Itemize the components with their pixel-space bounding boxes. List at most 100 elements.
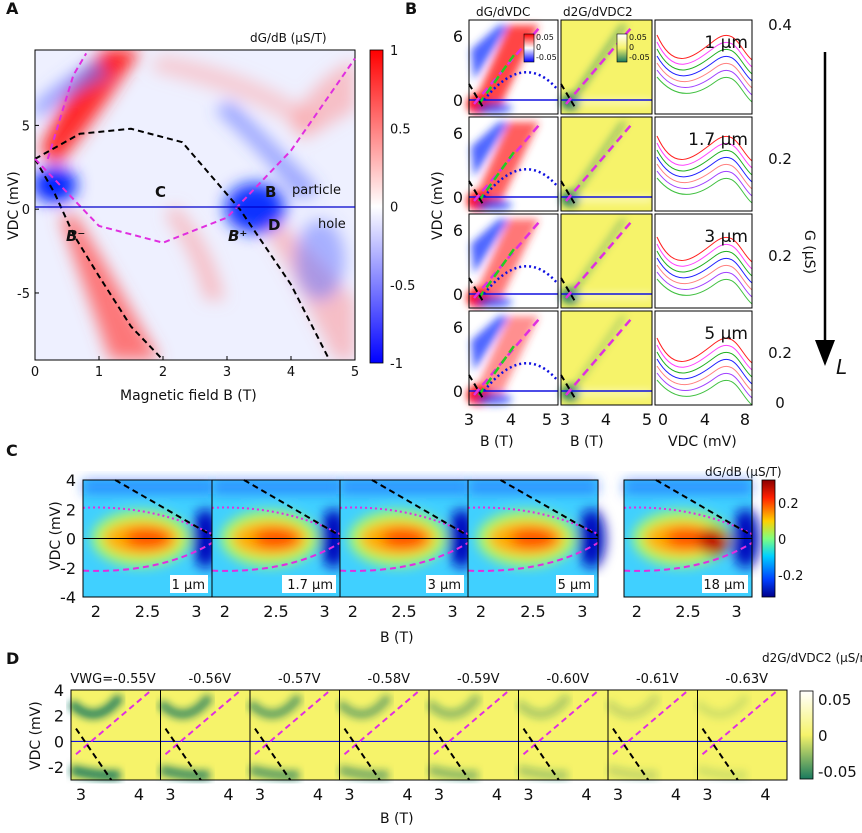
subplot-frame — [654, 116, 753, 212]
conductance-trace — [656, 365, 753, 392]
x-tick-label: 2 — [476, 602, 486, 621]
black-dashed-line — [522, 728, 560, 781]
conductance-trace — [656, 62, 753, 89]
x-tick-label: 2 — [632, 602, 642, 621]
x-tick-label: 4 — [134, 785, 144, 804]
conductance-trace — [656, 76, 753, 103]
panel-b-col1-xlabel: B (T) — [480, 434, 514, 450]
white-streak — [573, 294, 652, 298]
x-tick-label: 3 — [191, 602, 201, 621]
magenta-dashed-curve — [82, 542, 213, 572]
subplot-frame — [560, 116, 653, 212]
label-box — [556, 575, 594, 593]
panel-d-subplot — [67, 689, 161, 781]
y-tick-label: 4 — [66, 471, 76, 490]
right-y-tick-label: 0.4 — [768, 16, 792, 34]
heatmap-blobs — [604, 693, 661, 781]
black-dashed-line — [560, 83, 577, 110]
subplot-frame — [468, 310, 559, 406]
colorbar-tick-label: 0 — [778, 533, 786, 548]
panel-a-title: dG/dB (μS/T) — [250, 31, 327, 45]
black-dashed-line — [243, 479, 341, 537]
plot-bg — [655, 20, 752, 114]
y-tick-label: 6 — [453, 124, 463, 143]
black-dashed-line — [371, 479, 469, 537]
panel-b-row2-col3 — [655, 117, 753, 211]
annotation-d: D — [268, 216, 280, 234]
panel-d-ylabel: VDC (mV) — [28, 701, 44, 770]
black-dashed-line — [560, 374, 577, 401]
magenta-dashed-line — [254, 689, 332, 756]
blue-top — [340, 480, 468, 494]
colorbar-tick-label: 0.2 — [778, 497, 799, 512]
x-tick-label: 5 — [542, 410, 552, 429]
heatmap-blobs — [515, 693, 572, 781]
magenta-dotted-curve — [623, 506, 753, 536]
panel-c-subplot-label: 5 μm — [558, 578, 591, 593]
green-band-lower — [606, 764, 658, 781]
panel-c-subplot: 18 μm — [623, 479, 760, 598]
panel-a-ylabel: VDC (mV) — [6, 171, 22, 240]
magenta-dashed-line — [433, 689, 511, 756]
conductance-trace — [656, 236, 753, 263]
black-dashed-line — [343, 728, 381, 781]
x-tick-label: 5 — [351, 365, 359, 380]
x-tick-label: 1 — [95, 365, 103, 380]
green-band-lower — [517, 764, 569, 781]
subplot-frame — [697, 689, 788, 781]
magenta-dashed-line — [473, 124, 540, 202]
heatmap-blobs — [336, 693, 393, 781]
panel-d-series-label: -0.59V — [457, 672, 500, 687]
panel-c-title: dG/dB (μS/T) — [705, 465, 782, 479]
magenta-dashed-curve — [339, 542, 469, 572]
panel-b-row-label: 5 μm — [704, 324, 748, 344]
black-dashed-line — [655, 479, 753, 537]
curve-magenta_parabola — [34, 57, 356, 244]
panel-b-col2-xlabel: B (T) — [570, 434, 604, 450]
x-tick-label: 3 — [464, 410, 474, 429]
blue-top — [83, 480, 212, 494]
label-box — [170, 575, 208, 593]
mini-colorbar-tick: 0.05 — [629, 33, 647, 42]
y-tick-label: 0 — [453, 188, 463, 207]
conductance-trace — [656, 351, 753, 378]
x-tick-label: 4 — [671, 785, 681, 804]
magenta-dashed-line — [473, 221, 540, 299]
magenta-dashed-line — [343, 689, 421, 756]
panel-a-curves — [34, 52, 356, 361]
x-tick-label: 2.5 — [135, 602, 160, 621]
annotation-c: C — [155, 183, 166, 201]
green-band-upper — [604, 693, 661, 719]
panel-d-subplot — [694, 689, 788, 781]
subplot-frame — [623, 479, 753, 598]
colorbar-tick-label: -0.5 — [390, 279, 415, 294]
blue-top — [212, 480, 340, 494]
plot-bg — [655, 214, 752, 308]
magenta-dashed-line — [473, 318, 540, 396]
x-tick-label: 3 — [255, 785, 265, 804]
conductance-trace — [656, 278, 753, 305]
right-y-tick-label: 0.2 — [768, 247, 792, 265]
x-tick-label: 3 — [448, 602, 458, 621]
panel-c-subplot-label: 1 μm — [172, 578, 205, 593]
magenta-dashed-line — [701, 689, 779, 756]
panel-c-subplot: 5 μm — [467, 479, 606, 598]
heatmap-blobs — [67, 693, 124, 781]
y-tick-label: 2 — [66, 500, 76, 519]
conductance-trace — [656, 156, 753, 183]
panel-c-subplot-label: 1.7 μm — [287, 578, 333, 593]
magenta-dashed-curve — [467, 542, 599, 572]
x-tick-label: 3 — [613, 785, 623, 804]
conductance-trace — [656, 264, 753, 291]
colorbar-tick-label: -0.05 — [818, 763, 857, 781]
magenta-dashed-line — [164, 689, 242, 756]
x-tick-label: 2 — [220, 602, 230, 621]
annotation-b-plus: B⁺ — [228, 227, 247, 245]
heatmap-blobs — [157, 693, 214, 781]
green-band-upper — [246, 693, 303, 719]
subplot-frame — [654, 19, 753, 115]
x-tick-label: 3 — [320, 602, 330, 621]
conductance-trace — [656, 170, 753, 197]
colorbar-tick-label: -1 — [390, 357, 403, 372]
